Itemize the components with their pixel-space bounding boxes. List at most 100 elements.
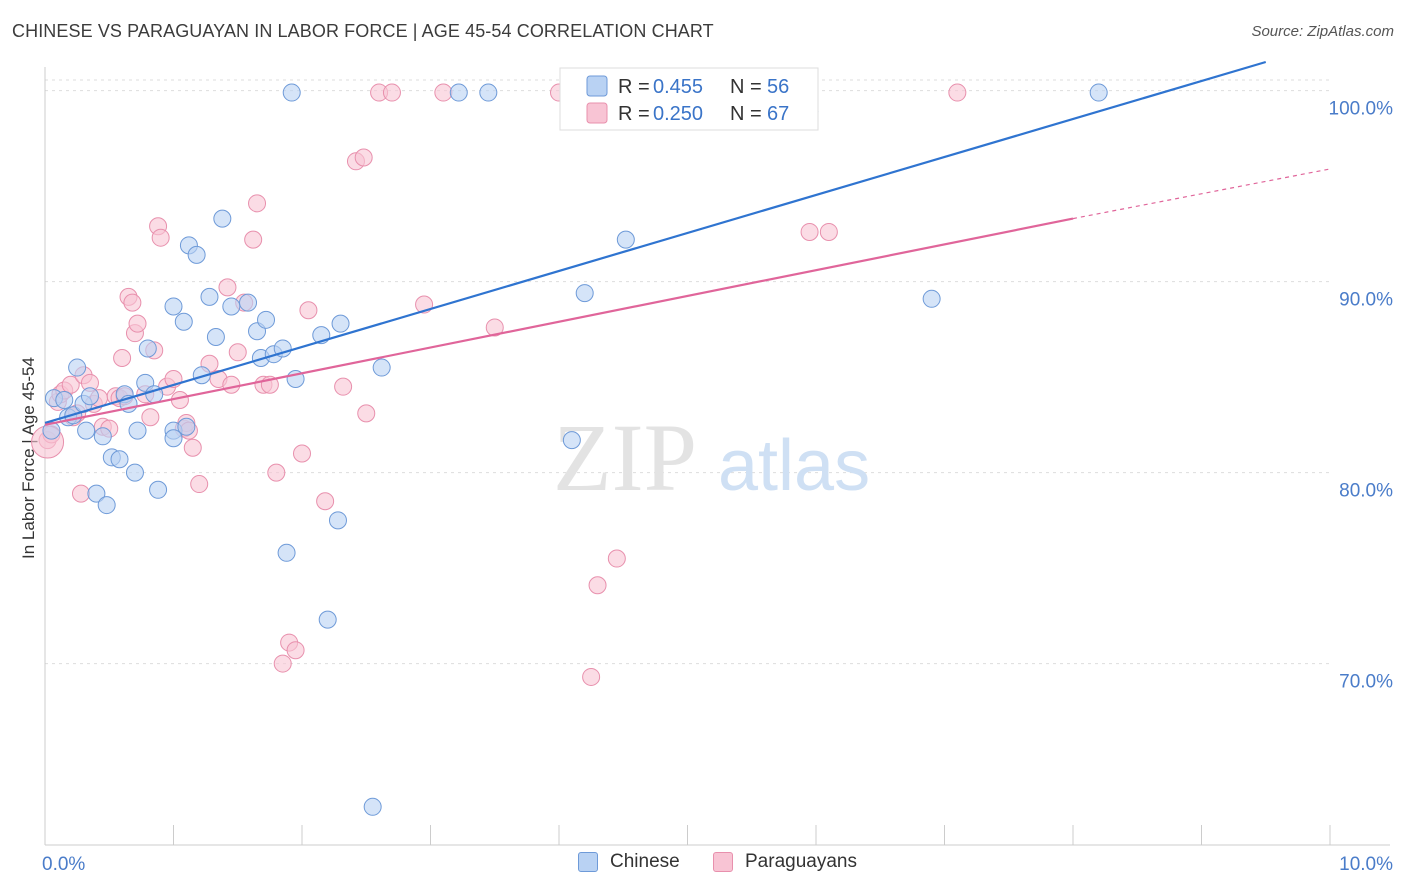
paraguayan-point: [299, 301, 318, 320]
chinese-point: [318, 610, 337, 629]
chinese-point: [128, 421, 147, 440]
paraguayan-point: [582, 667, 601, 686]
y-tick-label: 100.0%: [1329, 99, 1394, 120]
chinese-points: [42, 83, 1108, 816]
chinese-point: [328, 511, 347, 530]
paraguayan-point: [286, 641, 305, 660]
chinese-point: [206, 328, 225, 347]
paraguayan-trend-extension: [1072, 168, 1331, 220]
chinese-point: [222, 297, 241, 316]
paraguayan-point: [948, 83, 967, 102]
bottom-legend-paraguayans: Paraguayans: [713, 851, 857, 873]
chinese-point: [257, 310, 276, 329]
chinese-point: [125, 463, 144, 482]
paraguayan-point: [485, 318, 504, 337]
chinese-point: [372, 358, 391, 377]
chart-title: CHINESE VS PARAGUAYAN IN LABOR FORCE | A…: [12, 21, 714, 41]
paraguayan-point: [293, 444, 311, 463]
paraguayan-point: [190, 475, 209, 494]
chinese-point: [239, 293, 258, 312]
chinese-point: [273, 339, 292, 358]
legend-r-label-chinese: R =: [618, 76, 650, 98]
paraguayan-point: [71, 484, 90, 503]
chinese-point: [277, 543, 296, 562]
chinese-point: [164, 429, 183, 448]
legend-swatch-chinese: [586, 75, 608, 97]
legend-n-label-paraguayans: N =: [730, 103, 762, 125]
chinese-point: [93, 427, 112, 446]
legend-box: R = 0.455 N = 56 R = 0.250 N = 67: [559, 67, 819, 131]
watermark-zip: ZIP: [553, 404, 697, 511]
paraguayan-point: [183, 438, 202, 457]
paraguayan-point: [273, 654, 292, 673]
chinese-point: [187, 245, 206, 264]
chinese-point: [479, 83, 498, 102]
paraguayan-point: [800, 222, 819, 241]
chinese-point: [200, 287, 219, 306]
paraguayan-point: [228, 343, 247, 362]
paraguayan-point: [141, 408, 160, 427]
legend-n-label-chinese: N =: [730, 76, 762, 98]
legend-r-value-chinese: 0.455: [653, 76, 703, 98]
legend-n-value-paraguayans: 67: [767, 103, 789, 125]
paraguayan-point: [357, 404, 376, 423]
watermark-atlas: atlas: [718, 426, 870, 506]
legend-r-label-paraguayans: R =: [618, 103, 650, 125]
bottom-legend-chinese-label: Chinese: [610, 851, 680, 872]
paraguayans-swatch: [713, 852, 733, 872]
chinese-point: [80, 387, 99, 406]
chinese-point: [97, 496, 116, 515]
paraguayan-point: [382, 83, 401, 102]
chinese-point: [575, 284, 594, 303]
trend-lines: [44, 60, 1331, 426]
chinese-point: [213, 209, 232, 228]
paraguayan-point: [819, 222, 838, 241]
watermark: ZIP atlas: [553, 404, 870, 511]
paraguayan-point: [267, 463, 286, 482]
paraguayan-point: [218, 278, 237, 297]
chinese-point: [363, 797, 382, 816]
bottom-legend: Chinese Paraguayans: [0, 851, 1406, 879]
chinese-point: [164, 297, 183, 316]
paraguayan-point: [607, 549, 626, 568]
x-tick-label: 0.0%: [42, 854, 85, 875]
chinese-point: [87, 484, 106, 503]
chinese-point: [55, 391, 74, 410]
chinese-point: [922, 289, 941, 308]
chinese-swatch: [578, 852, 598, 872]
paraguayan-point: [123, 293, 142, 312]
chinese-point: [77, 421, 96, 440]
paraguayan-point: [244, 230, 263, 249]
chinese-point: [138, 339, 157, 358]
y-tick-label: 90.0%: [1339, 290, 1393, 311]
chinese-point: [177, 417, 196, 436]
chinese-point: [449, 83, 468, 102]
x-tick-labels: 0.0% 10.0%: [42, 854, 1393, 875]
source-credit: Source: ZipAtlas.com: [1251, 23, 1394, 40]
x-tick-label: 10.0%: [1339, 854, 1393, 875]
y-axis-label: In Labor Force | Age 45-54: [19, 357, 38, 559]
paraguayan-point: [222, 375, 241, 394]
paraguayan-trend-line: [44, 217, 1074, 426]
paraguayan-point: [248, 194, 267, 213]
y-tick-label: 70.0%: [1339, 672, 1393, 693]
y-tick-label: 80.0%: [1339, 481, 1393, 502]
chinese-point: [149, 480, 168, 499]
chinese-point: [1089, 83, 1108, 102]
bottom-legend-paraguayans-label: Paraguayans: [745, 851, 857, 872]
chinese-point: [331, 314, 350, 333]
chinese-point: [616, 230, 635, 249]
paraguayan-point: [316, 492, 335, 511]
paraguayan-point: [128, 314, 147, 333]
legend-r-value-paraguayans: 0.250: [653, 103, 703, 125]
paraguayan-point: [151, 228, 170, 247]
legend-swatch-paraguayans: [586, 102, 608, 124]
grid-lines: [45, 79, 1330, 665]
chinese-trend-line: [44, 60, 1267, 424]
chinese-point: [68, 358, 87, 377]
chinese-point: [174, 312, 193, 331]
chinese-point: [562, 431, 581, 450]
bottom-legend-chinese: Chinese: [578, 851, 680, 873]
paraguayan-point: [434, 83, 453, 102]
